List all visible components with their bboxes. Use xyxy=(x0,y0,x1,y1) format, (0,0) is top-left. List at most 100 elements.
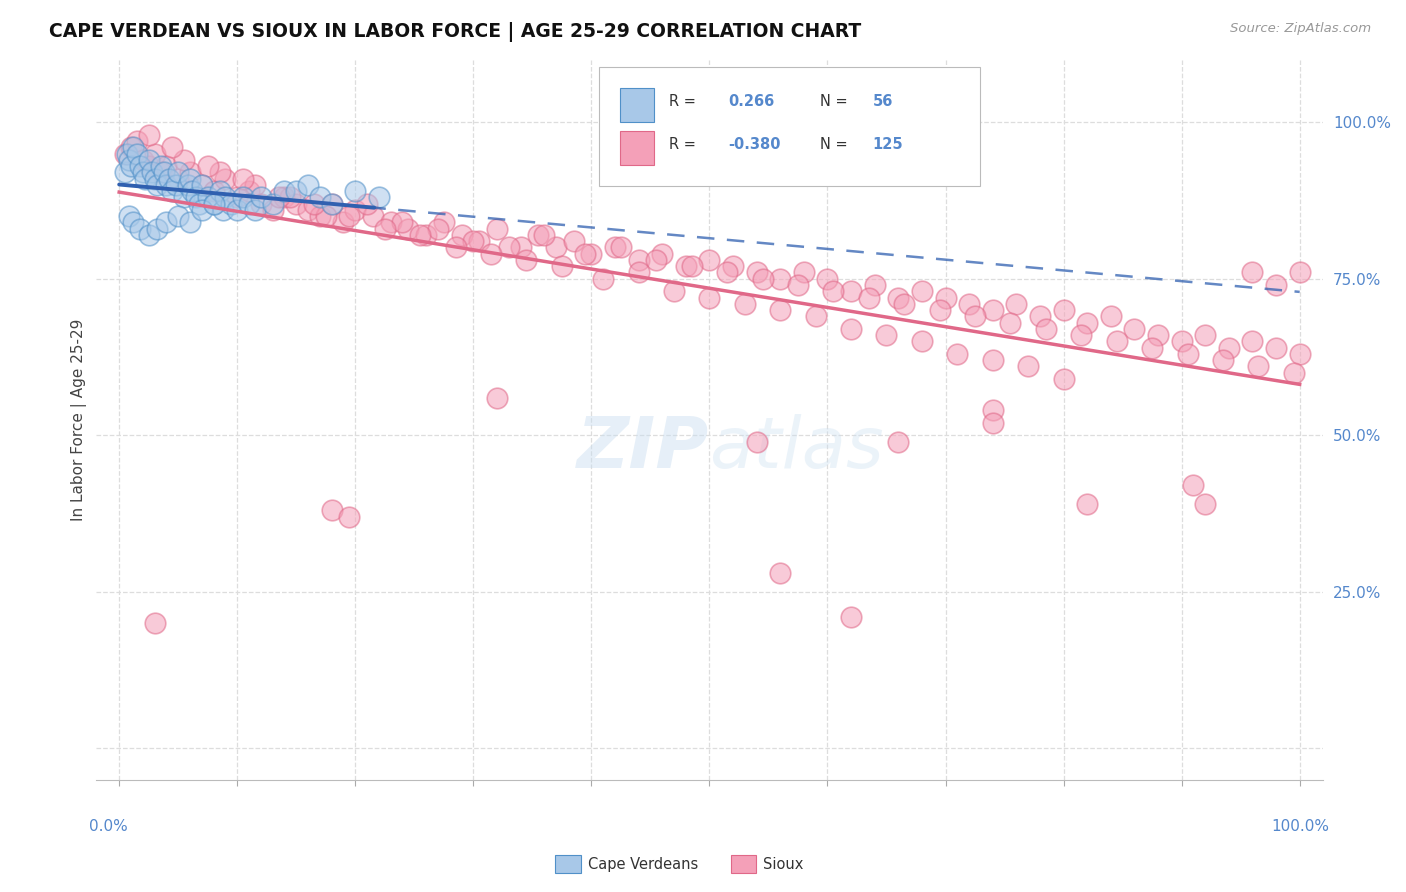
Point xyxy=(149,159,172,173)
Point xyxy=(165,178,187,192)
Point xyxy=(267,190,290,204)
Point xyxy=(1035,322,1057,336)
Point xyxy=(179,215,201,229)
Point xyxy=(149,165,172,179)
Point xyxy=(533,227,555,242)
Point xyxy=(114,165,136,179)
Point xyxy=(1147,328,1170,343)
Point xyxy=(468,234,491,248)
Point xyxy=(122,215,145,229)
Point xyxy=(173,190,195,204)
Point xyxy=(527,227,550,242)
Point xyxy=(129,221,152,235)
Y-axis label: In Labor Force | Age 25-29: In Labor Force | Age 25-29 xyxy=(72,318,87,521)
Point xyxy=(155,215,177,229)
Point xyxy=(191,178,214,192)
Point xyxy=(957,297,980,311)
Point xyxy=(309,209,332,223)
Point xyxy=(167,171,190,186)
Point xyxy=(141,165,163,179)
Point xyxy=(681,259,703,273)
Point xyxy=(627,252,650,267)
Point xyxy=(450,227,472,242)
Point xyxy=(391,215,413,229)
Point xyxy=(202,196,225,211)
Point xyxy=(721,259,744,273)
Point xyxy=(479,246,502,260)
Text: N =: N = xyxy=(820,137,852,152)
Point xyxy=(132,165,155,179)
Point xyxy=(344,202,367,217)
Text: 0.266: 0.266 xyxy=(728,94,775,109)
Point xyxy=(153,165,176,179)
Point xyxy=(250,190,273,204)
Point xyxy=(232,190,254,204)
Point xyxy=(214,171,236,186)
Point xyxy=(839,285,862,299)
Point xyxy=(143,616,166,631)
Point xyxy=(1182,478,1205,492)
Point xyxy=(433,215,456,229)
Point xyxy=(162,140,184,154)
Point xyxy=(544,240,567,254)
Point xyxy=(769,303,792,318)
Point xyxy=(122,140,145,154)
Point xyxy=(863,278,886,293)
Point xyxy=(125,134,148,148)
Point xyxy=(627,265,650,279)
Point xyxy=(876,328,898,343)
Text: ZIP: ZIP xyxy=(578,414,710,483)
Point xyxy=(380,215,402,229)
Point xyxy=(132,153,155,167)
Point xyxy=(120,159,142,173)
Point xyxy=(1005,297,1028,311)
Point xyxy=(197,190,219,204)
Point xyxy=(934,291,956,305)
Point xyxy=(858,291,880,305)
Point xyxy=(155,178,177,192)
Point xyxy=(1052,303,1074,318)
Point xyxy=(262,202,284,217)
Point xyxy=(823,285,845,299)
Text: -0.380: -0.380 xyxy=(728,137,780,152)
FancyBboxPatch shape xyxy=(599,67,980,186)
Point xyxy=(214,190,236,204)
Point xyxy=(515,252,537,267)
Point xyxy=(202,196,225,211)
Point xyxy=(946,347,969,361)
Point xyxy=(117,209,139,223)
Point xyxy=(134,171,156,186)
Point xyxy=(463,234,485,248)
Point xyxy=(1070,328,1092,343)
Text: 0.0%: 0.0% xyxy=(90,819,128,834)
Point xyxy=(839,610,862,624)
Point xyxy=(581,246,603,260)
Point xyxy=(751,271,773,285)
Point xyxy=(344,184,367,198)
Point xyxy=(610,240,633,254)
Point xyxy=(1212,353,1234,368)
Point xyxy=(297,202,319,217)
Point xyxy=(243,178,266,192)
Point xyxy=(321,196,343,211)
Point xyxy=(662,285,685,299)
Point xyxy=(787,278,810,293)
Point xyxy=(551,259,574,273)
Point xyxy=(226,190,249,204)
Point xyxy=(361,209,384,223)
Point xyxy=(963,310,986,324)
Point xyxy=(367,190,389,204)
Point xyxy=(562,234,585,248)
Point xyxy=(337,509,360,524)
Point xyxy=(321,503,343,517)
Point xyxy=(603,240,626,254)
Point xyxy=(356,196,378,211)
Point xyxy=(444,240,467,254)
Point xyxy=(1288,265,1310,279)
Point xyxy=(699,252,721,267)
Point xyxy=(167,165,190,179)
Point xyxy=(769,271,792,285)
Point xyxy=(651,246,673,260)
Point xyxy=(117,153,139,167)
Point xyxy=(1017,359,1039,374)
